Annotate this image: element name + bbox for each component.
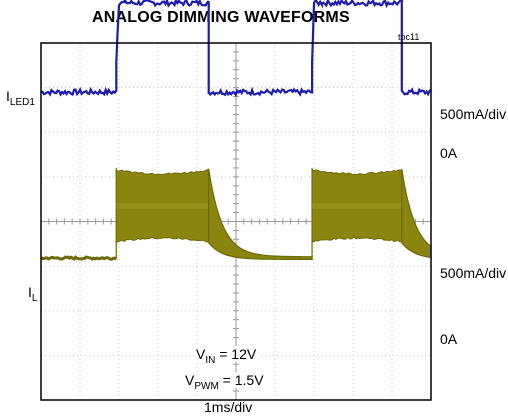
annotation-vin: VIN = 12V [194,346,259,366]
annotation-vpwm: VPWM = 1.5V [183,372,266,392]
trace-label-iled1: ILED1 [6,88,35,108]
figure-tag: toc11 [398,32,420,42]
trace-il-off [40,255,118,261]
plot-frame [40,42,432,401]
trace-label-il: IL [28,284,38,304]
trace-scale-iled1: 500mA/div [440,106,507,122]
trace-iled1 [40,0,432,98]
trace-il-decay [401,168,432,259]
trace-il-decay [208,168,313,260]
chart-title: ANALOG DIMMING WAVEFORMS [92,9,350,26]
trace-scale-il: 500mA/div [440,265,507,281]
trace-zero-il: 0A [440,331,458,347]
x-axis-label: 1ms/div [204,399,253,415]
trace-zero-iled1: 0A [440,145,458,161]
